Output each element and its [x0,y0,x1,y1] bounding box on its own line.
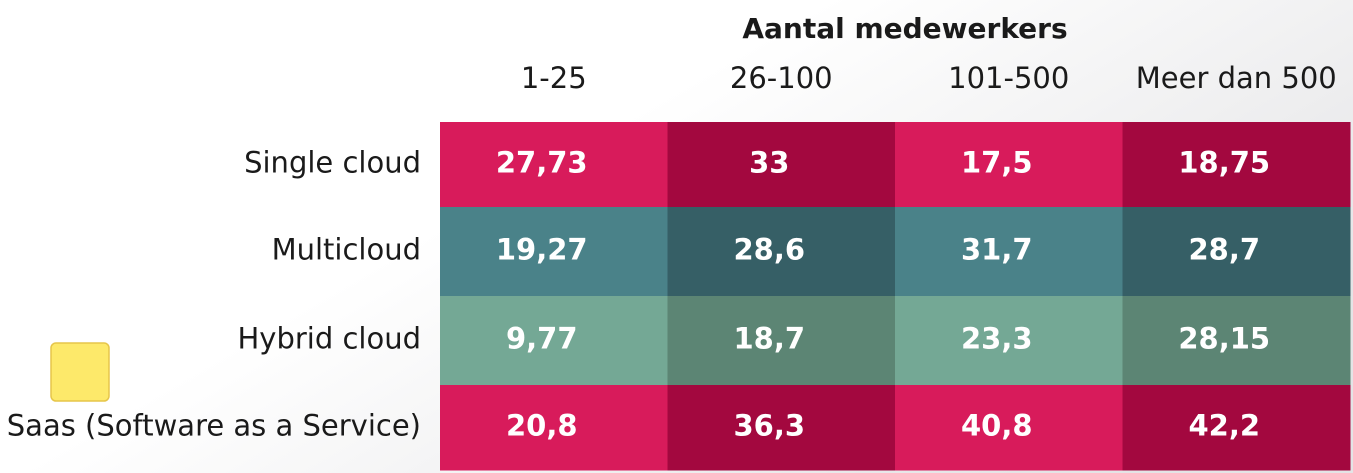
cell-value: 18,7 [733,322,805,356]
column-header: 101-500 [948,61,1069,95]
cell [440,122,668,208]
cell [440,385,668,471]
row-label: Hybrid cloud [237,322,421,356]
cell-value: 42,2 [1188,409,1260,443]
cell-value: 19,27 [496,233,588,267]
legend-swatch [50,342,110,402]
cell-value: 28,7 [1188,233,1260,267]
cell-value: 23,3 [961,322,1033,356]
cell [440,296,668,386]
column-header: Meer dan 500 [1136,61,1337,95]
cell [440,207,668,297]
cell [895,385,1123,471]
cell [667,296,896,386]
row-label: Multicloud [272,233,421,267]
row-label: Saas (Software as a Service) [7,409,421,443]
row-label: Single cloud [244,146,421,180]
cell [895,296,1123,386]
cell-value: 31,7 [961,233,1033,267]
cell-value: 18,75 [1178,146,1270,180]
cell-value: 40,8 [961,409,1033,443]
header-title: Aantal medewerkers [742,12,1067,45]
cell-value: 27,73 [496,146,588,180]
cell [895,122,1123,208]
cell-value: 28,6 [733,233,805,267]
cell-value: 17,5 [961,146,1033,180]
column-header: 1-25 [521,61,587,95]
cell [1122,207,1351,297]
cell [895,207,1123,297]
cell-value: 28,15 [1178,322,1270,356]
cell-value: 9,77 [506,322,578,356]
cell-value: 36,3 [733,409,805,443]
cell [1122,296,1351,386]
cell [1122,122,1351,208]
cell [667,385,896,471]
cell [667,207,896,297]
cell [1122,385,1351,471]
column-header: 26-100 [730,61,833,95]
cell-value: 20,8 [506,409,578,443]
cell [667,122,896,208]
cell-value: 33 [749,146,789,180]
